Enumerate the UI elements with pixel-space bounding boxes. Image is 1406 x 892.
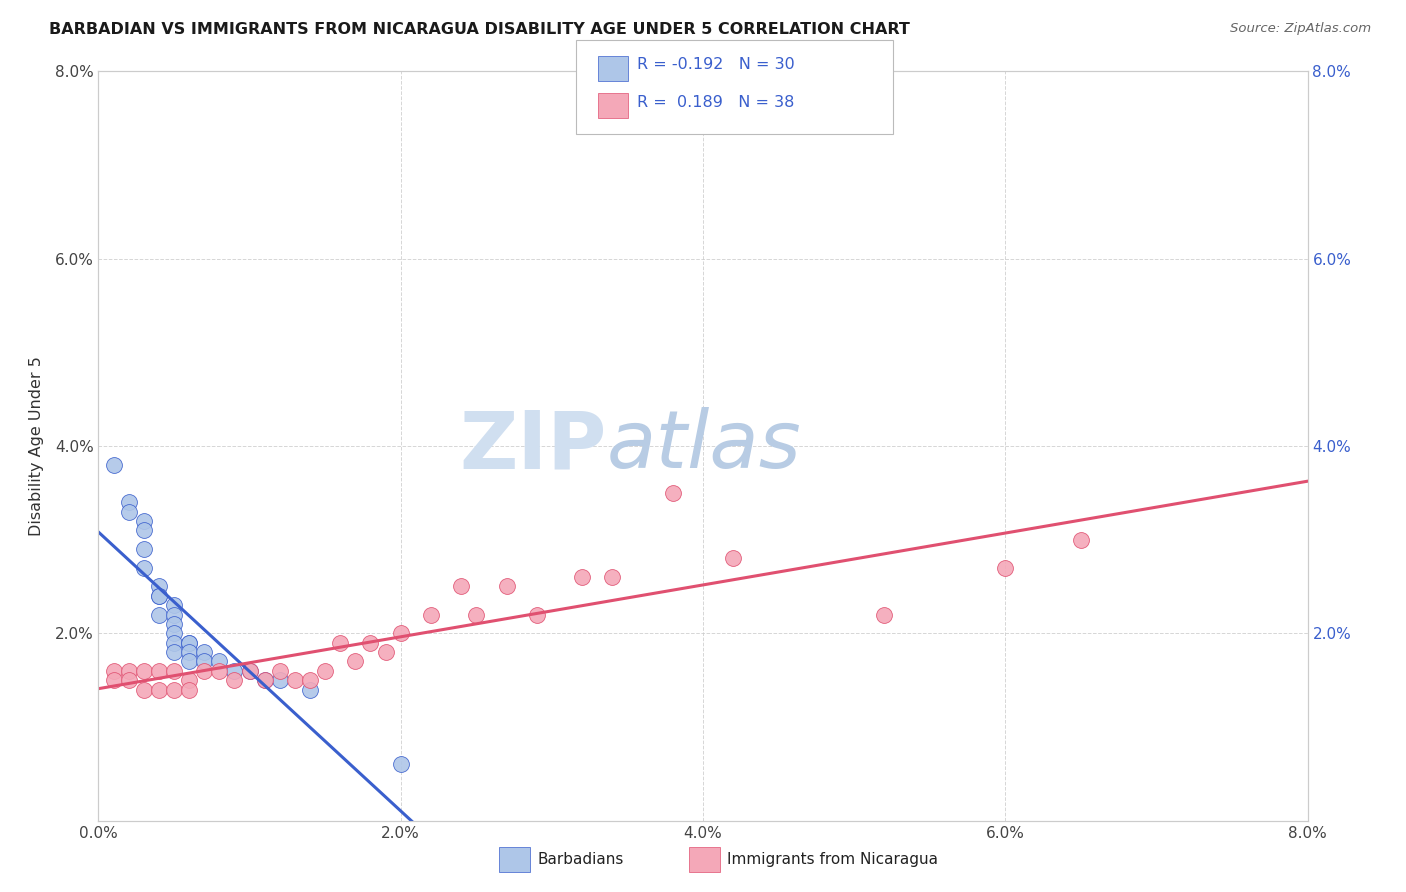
Point — [163, 617, 186, 632]
Point — [253, 673, 276, 688]
Point — [132, 523, 155, 537]
Point — [495, 580, 517, 594]
Point — [132, 514, 155, 528]
Point — [269, 664, 291, 678]
Point — [179, 655, 201, 669]
Point — [420, 607, 443, 622]
Point — [661, 485, 683, 500]
Point — [148, 682, 170, 697]
Text: R = -0.192   N = 30: R = -0.192 N = 30 — [637, 57, 794, 71]
Point — [389, 626, 412, 640]
Point — [163, 682, 186, 697]
Point — [193, 645, 215, 659]
Point — [118, 505, 141, 519]
Point — [873, 607, 896, 622]
Point — [465, 607, 488, 622]
Point — [118, 495, 141, 509]
Point — [253, 673, 276, 688]
Point — [284, 673, 307, 688]
Point — [723, 551, 745, 566]
Point — [224, 673, 246, 688]
Point — [193, 664, 215, 678]
Point — [148, 580, 170, 594]
Point — [344, 655, 367, 669]
Point — [179, 673, 201, 688]
Point — [132, 541, 155, 557]
Point — [450, 580, 472, 594]
Point — [193, 655, 215, 669]
Point — [118, 664, 141, 678]
Point — [571, 570, 593, 584]
Point — [132, 664, 155, 678]
Point — [179, 635, 201, 649]
Point — [163, 607, 186, 622]
Text: R =  0.189   N = 38: R = 0.189 N = 38 — [637, 95, 794, 110]
Point — [360, 635, 382, 649]
Point — [299, 673, 322, 688]
Text: Immigrants from Nicaragua: Immigrants from Nicaragua — [727, 853, 938, 867]
Point — [148, 589, 170, 603]
Point — [179, 635, 201, 649]
Point — [374, 645, 396, 659]
Point — [329, 635, 352, 649]
Point — [103, 664, 125, 678]
Point — [526, 607, 548, 622]
Text: BARBADIAN VS IMMIGRANTS FROM NICARAGUA DISABILITY AGE UNDER 5 CORRELATION CHART: BARBADIAN VS IMMIGRANTS FROM NICARAGUA D… — [49, 22, 910, 37]
Point — [389, 757, 412, 772]
Point — [224, 664, 246, 678]
Point — [994, 561, 1017, 575]
Text: Source: ZipAtlas.com: Source: ZipAtlas.com — [1230, 22, 1371, 36]
Point — [118, 673, 141, 688]
Point — [132, 561, 155, 575]
Point — [163, 664, 186, 678]
Point — [148, 589, 170, 603]
Point — [179, 645, 201, 659]
Point — [1070, 533, 1092, 547]
Point — [163, 626, 186, 640]
Text: atlas: atlas — [606, 407, 801, 485]
Point — [602, 570, 624, 584]
Point — [163, 635, 186, 649]
Point — [314, 664, 336, 678]
Point — [132, 682, 155, 697]
Point — [179, 682, 201, 697]
Point — [299, 682, 322, 697]
Point — [148, 664, 170, 678]
Point — [239, 664, 262, 678]
Point — [163, 645, 186, 659]
Text: Barbadians: Barbadians — [537, 853, 623, 867]
Y-axis label: Disability Age Under 5: Disability Age Under 5 — [28, 356, 44, 536]
Point — [163, 599, 186, 613]
Point — [239, 664, 262, 678]
Text: ZIP: ZIP — [458, 407, 606, 485]
Point — [208, 655, 231, 669]
Point — [148, 607, 170, 622]
Point — [269, 673, 291, 688]
Point — [103, 458, 125, 472]
Point — [208, 664, 231, 678]
Point — [103, 673, 125, 688]
